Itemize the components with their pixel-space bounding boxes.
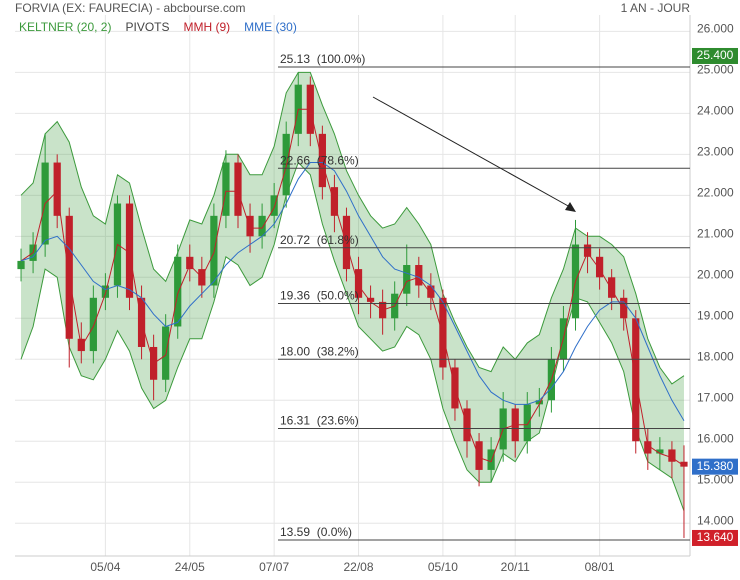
price-tag-label: 25.400 (697, 48, 734, 62)
legend-entry: MMH (9) (184, 20, 231, 34)
y-tick-label: 17.000 (697, 390, 734, 404)
y-tick-label: 16.000 (697, 431, 734, 445)
y-tick-label: 14.000 (697, 513, 734, 527)
x-tick-label: 07/07 (259, 560, 289, 574)
x-tick-label: 22/08 (344, 560, 374, 574)
y-tick-label: 24.000 (697, 104, 734, 118)
candle-body (620, 297, 628, 319)
legend-entry: KELTNER (20, 2) (19, 20, 111, 34)
candle-body (403, 265, 411, 294)
candle-body (656, 449, 664, 454)
x-tick-label: 08/01 (585, 560, 615, 574)
candle-body (342, 215, 351, 270)
x-tick-label: 20/11 (501, 560, 530, 574)
x-tick-label: 05/04 (90, 560, 120, 574)
x-tick-label: 05/10 (428, 560, 458, 574)
candle-body (644, 441, 652, 454)
y-tick-label: 18.000 (697, 349, 734, 363)
candle-body (222, 162, 230, 216)
trend-arrow (372, 96, 571, 208)
price-tag (692, 47, 738, 64)
candle-body (270, 195, 278, 216)
y-tick-label: 21.000 (697, 226, 734, 240)
candle-body (475, 441, 483, 470)
price-tag (692, 529, 738, 546)
candle-body (53, 162, 61, 216)
y-tick-label: 23.000 (697, 145, 734, 159)
legend-entry: MME (30) (244, 20, 297, 34)
price-tag (692, 458, 738, 475)
chart-title: FORVIA (EX: FAURECIA) - abcbourse.com (15, 1, 246, 15)
candle-body (680, 461, 688, 467)
candle-body (523, 404, 531, 442)
chart-subtitle: 1 AN - JOUR (621, 1, 691, 15)
candle-body (668, 449, 676, 462)
y-tick-label: 25.000 (697, 63, 734, 77)
candle-body (174, 256, 182, 327)
plot: 14.000 15.000 16.000 17.000 18.000 19.000 20.0… (15, 15, 738, 574)
candle-body (439, 297, 447, 368)
y-tick-label: 26.000 (697, 22, 734, 36)
candle-body (535, 400, 543, 405)
pivot-label: 20.72 (61.8%) (280, 233, 359, 247)
moving-average (20, 108, 685, 467)
candle-body (89, 297, 97, 352)
y-tick-label: 22.000 (697, 186, 734, 200)
candle-body (427, 285, 435, 298)
y-tick-label: 15.000 (697, 472, 734, 486)
arrow-head (565, 202, 576, 212)
price-tag-label: 15.380 (697, 459, 734, 473)
keltner-upper (20, 71, 685, 385)
candle-body (17, 260, 25, 270)
candle-body (415, 265, 423, 286)
candle-body (487, 449, 495, 470)
candle-body (330, 187, 339, 216)
candle-body (186, 256, 194, 270)
pivot-label: 25.13 (100.0%) (280, 52, 365, 66)
pivot-label: 16.31 (23.6%) (280, 414, 359, 428)
pivot-label: 18.00 (38.2%) (280, 344, 359, 358)
candle-body (258, 215, 266, 237)
candle-body (234, 162, 242, 216)
candle-body (354, 269, 363, 298)
candle-body (608, 277, 616, 298)
keltner-fill (21, 72, 684, 511)
candle-body (366, 297, 375, 302)
price-tag-label: 13.640 (697, 530, 734, 544)
y-tick-label: 20.000 (697, 267, 734, 281)
moving-average (20, 162, 685, 422)
legend-entry: PIVOTS (125, 20, 169, 34)
pivot-label: 22.66 (78.6%) (280, 153, 359, 167)
candle-body (125, 203, 134, 298)
pivot-label: 13.59 (0.0%) (280, 525, 352, 539)
candle-body (246, 215, 254, 237)
pivot-label: 19.36 (50.0%) (280, 289, 359, 303)
x-tick-label: 24/05 (175, 560, 205, 574)
candle-body (595, 256, 604, 278)
y-tick-label: 19.000 (697, 308, 734, 322)
candle-body (583, 244, 592, 257)
